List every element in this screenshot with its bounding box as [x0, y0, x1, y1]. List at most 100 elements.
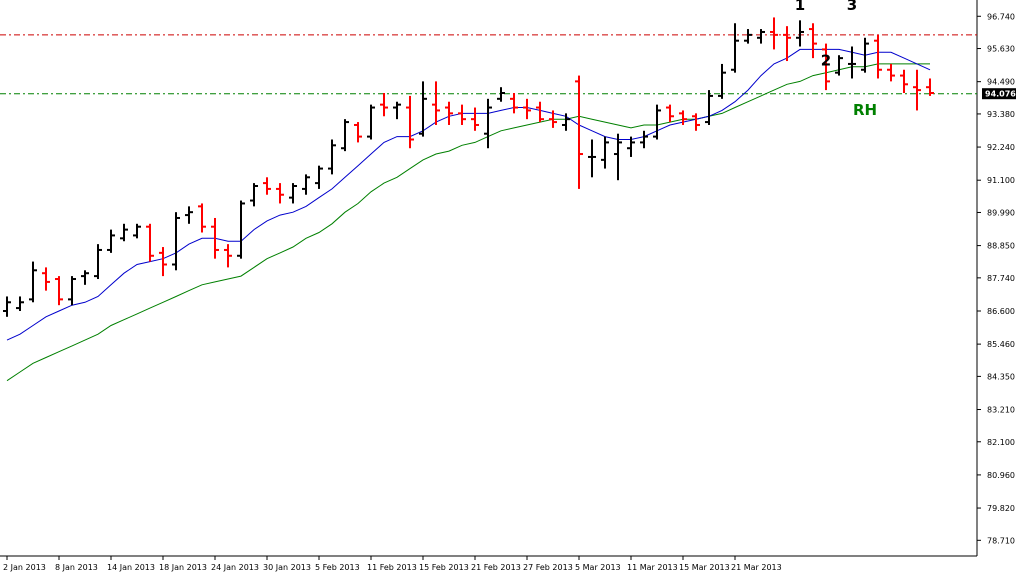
y-tick-label: 80.960 — [987, 471, 1015, 480]
ohlc-bar — [224, 244, 232, 268]
ohlc-bar — [380, 93, 388, 117]
ohlc-bar — [640, 130, 648, 149]
x-tick-label: 11 Feb 2013 — [367, 563, 417, 572]
ohlc-bar — [16, 296, 24, 311]
ma-slow-line — [6, 63, 930, 382]
ohlc-bar — [666, 104, 674, 123]
ohlc-bars — [3, 17, 934, 317]
ohlc-bar — [328, 139, 336, 175]
ohlc-bar — [458, 104, 466, 125]
ohlc-bar — [731, 23, 739, 73]
y-tick-label: 96.740 — [987, 12, 1015, 21]
y-tick-label: 78.710 — [987, 536, 1015, 545]
y-tick-label: 95.630 — [987, 45, 1015, 54]
ohlc-bar — [29, 261, 37, 303]
ohlc-bar — [614, 133, 622, 181]
plot-area — [0, 0, 977, 556]
ohlc-bar — [523, 98, 531, 120]
ohlc-bar — [185, 206, 193, 224]
ohlc-bar — [861, 37, 869, 73]
current-price-tag: 94.076 — [982, 88, 1016, 100]
x-tick-label: 2 Jan 2013 — [3, 563, 46, 572]
x-tick-label: 24 Jan 2013 — [211, 563, 259, 572]
ohlc-bar — [471, 107, 479, 131]
x-tick-label: 15 Feb 2013 — [419, 563, 469, 572]
annotations: 1 2 3 RH — [795, 0, 877, 119]
ohlc-bar — [81, 270, 89, 285]
x-tick-label: 21 Feb 2013 — [471, 563, 521, 572]
ohlc-bar — [718, 63, 726, 99]
ohlc-bar — [55, 276, 63, 306]
y-tick-label: 94.490 — [987, 78, 1015, 87]
current-price-label: 94.076 — [985, 90, 1016, 99]
ohlc-bar — [432, 81, 440, 125]
ohlc-bar — [445, 101, 453, 125]
ohlc-bar — [692, 113, 700, 131]
ohlc-bar — [146, 223, 154, 262]
ohlc-bar — [536, 101, 544, 123]
ohlc-bar — [705, 90, 713, 125]
y-tick-label: 89.990 — [987, 208, 1015, 217]
ohlc-bar — [120, 223, 128, 242]
ohlc-bar — [783, 26, 791, 62]
ohlc-bar — [263, 177, 271, 195]
ohlc-bar — [354, 122, 362, 143]
reference-lines — [0, 34, 977, 95]
y-axis-ticks: 96.740 95.630 94.490 93.380 92.240 91.100 89.9… — [977, 12, 1015, 545]
ohlc-bar — [211, 217, 219, 259]
ohlc-bar — [393, 101, 401, 120]
ohlc-bar — [419, 81, 427, 137]
x-tick-label: 14 Jan 2013 — [107, 563, 155, 572]
ohlc-bar — [679, 110, 687, 125]
ohlc-bar — [510, 93, 518, 114]
ohlc-bar — [822, 43, 830, 91]
ohlc-bar — [627, 136, 635, 157]
ohlc-bar — [341, 119, 349, 152]
x-tick-label: 5 Mar 2013 — [575, 563, 621, 572]
ohlc-bar — [159, 247, 167, 277]
ohlc-bar — [406, 95, 414, 149]
ohlc-bar — [900, 69, 908, 94]
ohlc-bar — [848, 46, 856, 79]
ohlc-bar — [250, 183, 258, 207]
ohlc-bar — [562, 113, 570, 131]
x-tick-label: 11 Mar 2013 — [627, 563, 678, 572]
moving-averages — [6, 48, 931, 382]
ohlc-bar — [289, 183, 297, 204]
ohlc-bar — [497, 87, 505, 102]
chart-annotation: 1 — [795, 0, 805, 14]
y-tick-label: 84.350 — [987, 372, 1015, 381]
ohlc-bar — [107, 229, 115, 253]
y-tick-label: 85.460 — [987, 340, 1015, 349]
chart-annotation: 3 — [847, 0, 857, 14]
ohlc-bar — [68, 276, 76, 306]
ohlc-bar — [770, 17, 778, 50]
ohlc-bar — [796, 20, 804, 47]
ohlc-bar — [133, 223, 141, 239]
ohlc-bar — [367, 104, 375, 140]
x-tick-label: 30 Jan 2013 — [263, 563, 311, 572]
y-tick-label: 79.820 — [987, 504, 1015, 513]
x-tick-label: 27 Feb 2013 — [523, 563, 573, 572]
ohlc-bar — [484, 98, 492, 149]
chart-annotation: RH — [853, 101, 877, 119]
ohlc-bar — [601, 136, 609, 169]
ohlc-bar — [172, 212, 180, 271]
x-tick-label: 15 Mar 2013 — [679, 563, 730, 572]
ohlc-bar — [302, 174, 310, 195]
ohlc-bar — [913, 69, 921, 111]
chart-annotation: 2 — [821, 51, 831, 69]
ohlc-bar — [926, 78, 934, 96]
x-tick-label: 8 Jan 2013 — [55, 563, 98, 572]
ohlc-bar — [757, 29, 765, 44]
x-axis-ticks: 2 Jan 2013 8 Jan 2013 14 Jan 2013 18 Jan 20… — [3, 556, 782, 572]
ohlc-bar — [835, 55, 843, 76]
ohlc-bar — [744, 29, 752, 44]
y-tick-label: 92.240 — [987, 143, 1015, 152]
x-tick-label: 21 Mar 2013 — [731, 563, 782, 572]
y-tick-label: 93.380 — [987, 110, 1015, 119]
y-tick-label: 83.210 — [987, 406, 1015, 415]
ohlc-bar — [3, 296, 11, 317]
y-tick-label: 87.740 — [987, 274, 1015, 283]
